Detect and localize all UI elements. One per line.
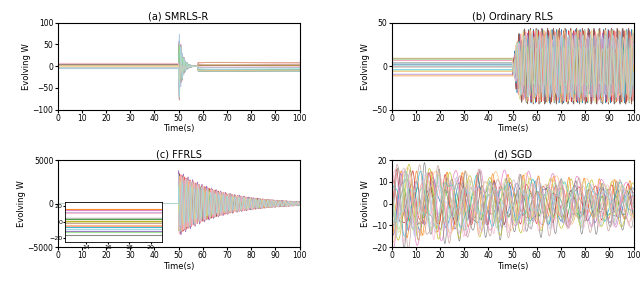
Title: (c) FFRLS: (c) FFRLS [156,149,202,159]
Title: (a) SMRLS-R: (a) SMRLS-R [148,12,209,22]
X-axis label: Time(s): Time(s) [163,124,195,133]
X-axis label: Time(s): Time(s) [163,262,195,271]
Y-axis label: Evolving W: Evolving W [17,180,26,227]
Y-axis label: Evolving W: Evolving W [22,43,31,89]
Y-axis label: Evolving W: Evolving W [361,43,370,89]
X-axis label: Time(s): Time(s) [497,124,528,133]
Title: (b) Ordinary RLS: (b) Ordinary RLS [472,12,553,22]
Title: (d) SGD: (d) SGD [493,149,532,159]
X-axis label: Time(s): Time(s) [497,262,528,271]
Y-axis label: Evolving W: Evolving W [361,180,370,227]
